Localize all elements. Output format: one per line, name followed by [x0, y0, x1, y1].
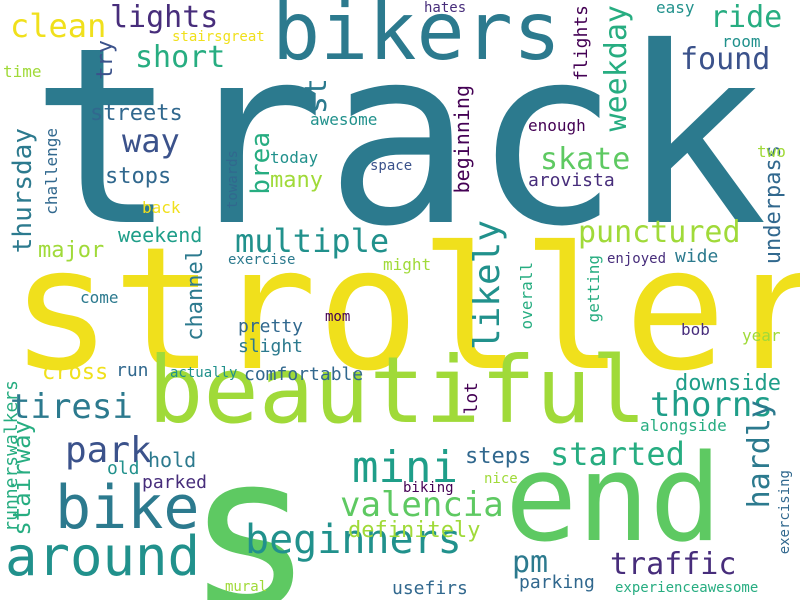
word-runnerswalkers: runnerswalkers — [1, 380, 22, 532]
word-cross: cross — [42, 360, 109, 385]
word-time: time — [3, 62, 42, 81]
word-mom: mom — [325, 309, 351, 325]
word-easy: easy — [656, 0, 695, 17]
word-mini: mini — [352, 442, 458, 493]
word-wide: wide — [675, 246, 719, 267]
word-weekday: weekday — [599, 5, 634, 132]
word-stops: stops — [105, 164, 172, 189]
word-punctured: punctured — [578, 215, 741, 250]
word-weekend: weekend — [118, 223, 203, 247]
word-hardly: hardly — [742, 400, 777, 509]
word-bob: bob — [681, 320, 710, 339]
word-beginners: beginners — [245, 517, 462, 563]
word-might: might — [383, 255, 432, 274]
word-started: started — [550, 435, 685, 473]
word-traffic: traffic — [610, 547, 737, 582]
word-parked: parked — [142, 472, 208, 493]
word-exercising: exercising — [777, 470, 793, 555]
word-year: year — [742, 326, 781, 345]
word-comfortable: comfortable — [244, 364, 364, 385]
word-awesome: awesome — [310, 110, 378, 129]
word-parking: parking — [519, 572, 595, 593]
word-channel: channel — [183, 248, 208, 341]
word-way: way — [122, 122, 180, 160]
word-skate: skate — [540, 142, 631, 177]
word-thursday: thursday — [8, 128, 38, 254]
word-downside: downside — [675, 371, 781, 396]
word-getting: getting — [584, 255, 603, 323]
word-hates: hates — [424, 0, 467, 16]
word-lights: lights — [110, 0, 219, 35]
word-major: major — [38, 238, 105, 263]
word-underpass: underpass — [761, 145, 786, 265]
word-come: come — [80, 288, 119, 307]
word-room: room — [722, 32, 761, 51]
word-thorns: thorns — [650, 385, 773, 425]
word-s: s — [185, 407, 315, 600]
word-two: two — [757, 142, 786, 161]
word-actually: actually — [170, 365, 238, 381]
word-old: old — [107, 458, 140, 479]
word-enjoyed: enjoyed — [607, 251, 667, 267]
word-steps: steps — [465, 444, 532, 469]
word-mural: mural — [225, 579, 268, 595]
word-arovista: arovista — [528, 170, 615, 191]
word-pm: pm — [512, 545, 549, 580]
word-beautiful: beautiful — [148, 337, 647, 444]
word-park: park — [65, 430, 152, 471]
word-slight: slight — [238, 336, 304, 357]
word-found: found — [680, 42, 771, 77]
word-definitely: definitely — [348, 518, 481, 543]
word-hold: hold — [148, 448, 197, 472]
word-multiple: multiple — [235, 222, 390, 260]
word-usefirs: usefirs — [392, 578, 468, 599]
word-today: today — [270, 148, 319, 167]
word-valencia: valencia — [340, 485, 504, 525]
word-many: many — [270, 168, 323, 193]
word-challenge: challenge — [42, 128, 61, 215]
word-stroller: stroller — [10, 211, 800, 409]
word-experienceawesome: experienceawesome — [615, 580, 759, 596]
word-space: space — [370, 158, 413, 174]
word-short: short — [135, 40, 226, 75]
word-clean: clean — [10, 7, 107, 45]
word-alongside: alongside — [640, 416, 727, 435]
word-exercise: exercise — [228, 252, 296, 268]
word-likely: likely — [467, 220, 508, 351]
word-beginning: beginning — [450, 85, 474, 194]
word-around: around — [5, 525, 201, 588]
word-tiresi: tiresi — [10, 387, 133, 427]
word-enough: enough — [528, 116, 586, 135]
word-stairsgreat: stairsgreat — [172, 29, 265, 45]
word-ride: ride — [710, 0, 783, 35]
word-run: run — [116, 360, 149, 381]
word-towards: towards — [225, 150, 241, 210]
word-overall: overall — [517, 262, 536, 330]
word-biking: biking — [403, 480, 454, 496]
word-pretty: pretty — [238, 316, 304, 337]
word-try: try — [93, 40, 118, 80]
word-nice: nice — [484, 471, 518, 487]
word-bikers: bikers — [272, 0, 561, 78]
word-bike: bike — [55, 473, 200, 543]
word-back: back — [142, 198, 181, 217]
word-lot: lot — [461, 382, 482, 415]
word-end: end — [505, 430, 722, 569]
word-flights: flights — [571, 5, 592, 81]
word-streets: streets — [90, 101, 183, 126]
word-st: st — [299, 78, 334, 115]
word-track: track — [30, 0, 768, 280]
